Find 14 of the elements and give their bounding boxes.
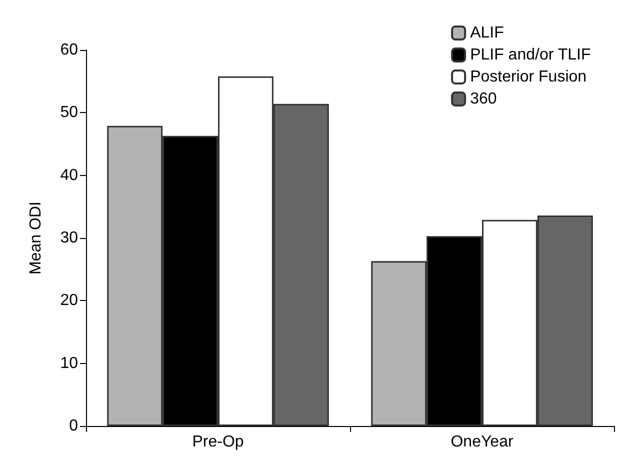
y-tick-label: 50: [60, 104, 78, 122]
legend-label: PLIF and/or TLIF: [470, 46, 591, 64]
legend-label: ALIF: [470, 24, 504, 42]
x-tick-label: OneYear: [450, 434, 514, 450]
y-axis-title: Mean ODI: [28, 202, 44, 274]
y-tick-label: 60: [60, 42, 78, 58]
y-tick-label: 40: [60, 166, 78, 184]
y-tick-label: 20: [60, 292, 78, 310]
x-tick-label: Pre-Op: [192, 434, 244, 450]
y-tick-label: 0: [69, 418, 78, 434]
y-tick-label: 30: [60, 230, 78, 246]
legend-label: Posterior Fusion: [470, 68, 587, 86]
legend-label: 360: [470, 90, 497, 108]
y-tick-label: 10: [60, 354, 78, 372]
